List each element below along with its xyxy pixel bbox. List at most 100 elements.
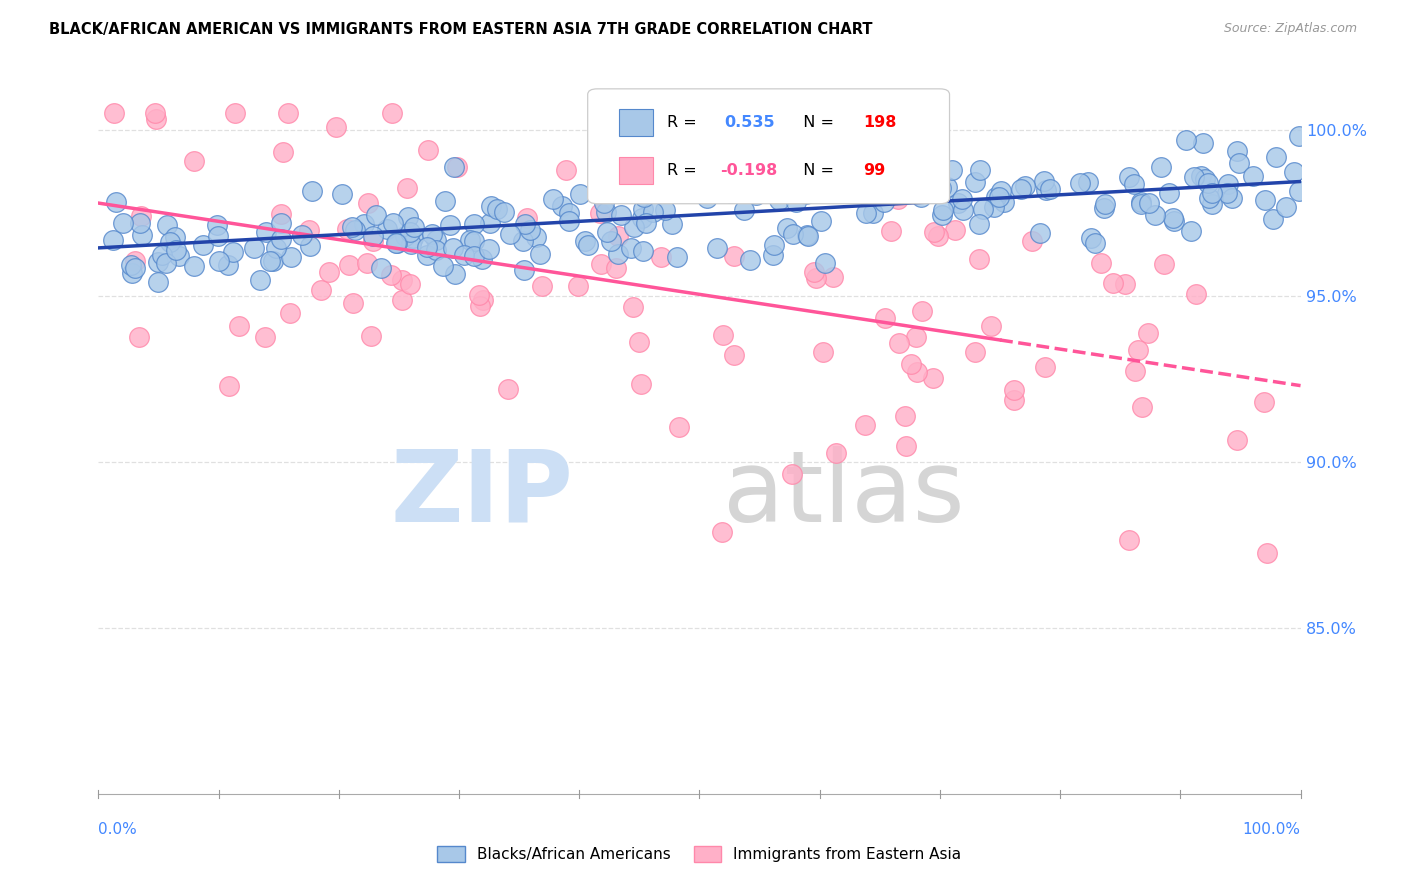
Point [1265, 150, 1288, 164]
Point [744, 187, 766, 202]
Point [1215, 186, 1237, 201]
Point [1256, 546, 1278, 560]
Legend: Blacks/African Americans, Immigrants from Eastern Asia: Blacks/African Americans, Immigrants fro… [432, 840, 967, 868]
Point [776, 221, 799, 235]
Point [1261, 211, 1284, 226]
Point [1083, 235, 1105, 250]
Point [623, 301, 645, 315]
Point [439, 219, 461, 233]
Point [661, 218, 683, 232]
Point [1216, 177, 1239, 191]
Point [463, 218, 485, 232]
Point [513, 262, 536, 277]
Point [558, 214, 581, 228]
Point [859, 155, 882, 169]
Point [344, 223, 367, 237]
Point [524, 230, 547, 244]
Point [217, 258, 239, 272]
Point [1153, 257, 1175, 271]
Point [710, 525, 733, 540]
Point [1080, 230, 1102, 244]
Point [720, 186, 742, 200]
Point [443, 267, 465, 281]
Point [183, 154, 205, 169]
Point [782, 227, 804, 241]
Point [381, 106, 404, 120]
Point [1180, 223, 1202, 237]
Point [1029, 226, 1052, 240]
Point [820, 150, 842, 164]
Point [1077, 175, 1099, 189]
Point [270, 207, 292, 221]
Point [900, 357, 922, 371]
Point [666, 250, 689, 264]
Point [467, 288, 489, 302]
Point [541, 192, 564, 206]
Point [589, 205, 612, 219]
Point [101, 233, 124, 247]
Point [453, 248, 475, 262]
Point [1198, 191, 1220, 205]
Point [1241, 169, 1264, 183]
Point [980, 319, 1002, 334]
Point [932, 202, 955, 217]
Point [873, 194, 896, 209]
Point [1185, 286, 1208, 301]
Point [224, 106, 246, 120]
Point [748, 147, 770, 161]
Point [551, 199, 574, 213]
Point [1118, 533, 1140, 548]
Point [952, 202, 974, 217]
Point [205, 218, 228, 232]
Point [704, 161, 727, 175]
Point [128, 330, 150, 344]
Point [519, 223, 541, 237]
Point [1002, 383, 1025, 397]
Text: N =: N = [793, 162, 839, 178]
Point [1010, 182, 1032, 196]
Point [280, 250, 302, 264]
Point [778, 109, 800, 123]
Point [471, 252, 494, 266]
Point [155, 256, 177, 270]
Point [318, 265, 340, 279]
Point [606, 247, 628, 261]
Point [723, 348, 745, 362]
Point [131, 227, 153, 242]
Point [1275, 200, 1298, 214]
Point [922, 225, 945, 239]
Point [120, 258, 142, 272]
Point [396, 210, 419, 224]
Point [356, 256, 378, 270]
Point [1288, 184, 1310, 198]
Point [1201, 186, 1223, 200]
Point [1182, 170, 1205, 185]
Point [967, 252, 990, 266]
Point [103, 106, 125, 120]
Point [249, 272, 271, 286]
Point [277, 106, 299, 120]
Point [631, 244, 654, 258]
Point [121, 266, 143, 280]
Point [1118, 169, 1140, 184]
Point [723, 249, 745, 263]
Point [605, 261, 627, 276]
Point [1284, 165, 1306, 179]
Point [634, 216, 657, 230]
Point [1144, 208, 1167, 222]
Point [394, 228, 416, 243]
Point [576, 238, 599, 252]
Point [1136, 326, 1159, 341]
Point [803, 265, 825, 279]
Point [794, 187, 817, 202]
Point [380, 268, 402, 282]
Point [1069, 176, 1091, 190]
Point [124, 254, 146, 268]
Point [762, 238, 785, 252]
Point [1189, 169, 1212, 183]
Point [742, 156, 765, 170]
Point [941, 163, 963, 178]
Point [342, 295, 364, 310]
Point [595, 174, 617, 188]
Point [1033, 360, 1056, 375]
